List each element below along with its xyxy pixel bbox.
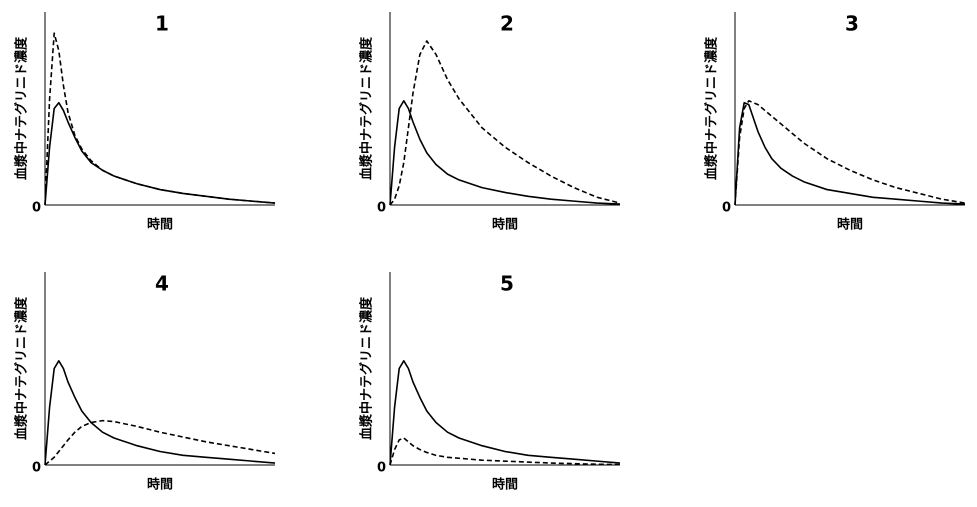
curve [44, 419, 276, 466]
curve [734, 99, 966, 206]
y-axis-label: 血漿中ナテグリニド濃度 [14, 296, 30, 440]
chart-panel: 5 時間 血漿中ナテグリニド濃度 0 [359, 272, 621, 493]
y-axis-label: 血漿中ナテグリニド濃度 [14, 36, 30, 180]
chart-panel: 1 時間 血漿中ナテグリニド濃度 0 [14, 12, 276, 233]
x-axis-label: 時間 [837, 217, 863, 233]
curve [44, 101, 276, 206]
chart-title: 4 [155, 272, 169, 296]
y-tick-label: 0 [377, 201, 386, 216]
curve [389, 437, 621, 466]
y-tick-label: 0 [722, 201, 731, 216]
y-tick-label: 0 [32, 201, 41, 216]
curve [44, 359, 276, 466]
y-axis-label: 血漿中ナテグリニド濃度 [359, 36, 375, 180]
chart-title: 5 [500, 272, 514, 296]
chart-panel: 3 時間 血漿中ナテグリニド濃度 0 [704, 12, 966, 233]
x-axis-label: 時間 [492, 217, 518, 233]
y-axis-label: 血漿中ナテグリニド濃度 [359, 296, 375, 440]
x-axis-label: 時間 [147, 477, 173, 493]
chart-panel: 4 時間 血漿中ナテグリニド濃度 0 [14, 272, 276, 493]
chart-title: 1 [155, 12, 169, 36]
y-tick-label: 0 [377, 461, 386, 476]
curve [389, 99, 621, 206]
curve [44, 32, 276, 206]
chart-title: 3 [845, 12, 859, 36]
y-tick-label: 0 [32, 461, 41, 476]
y-axis-label: 血漿中ナテグリニド濃度 [704, 36, 720, 180]
chart-panel: 2 時間 血漿中ナテグリニド濃度 0 [359, 12, 621, 233]
chart-title: 2 [500, 12, 514, 36]
curve [734, 101, 966, 206]
curve [389, 359, 621, 466]
x-axis-label: 時間 [492, 477, 518, 493]
curve [389, 40, 621, 206]
x-axis-label: 時間 [147, 217, 173, 233]
